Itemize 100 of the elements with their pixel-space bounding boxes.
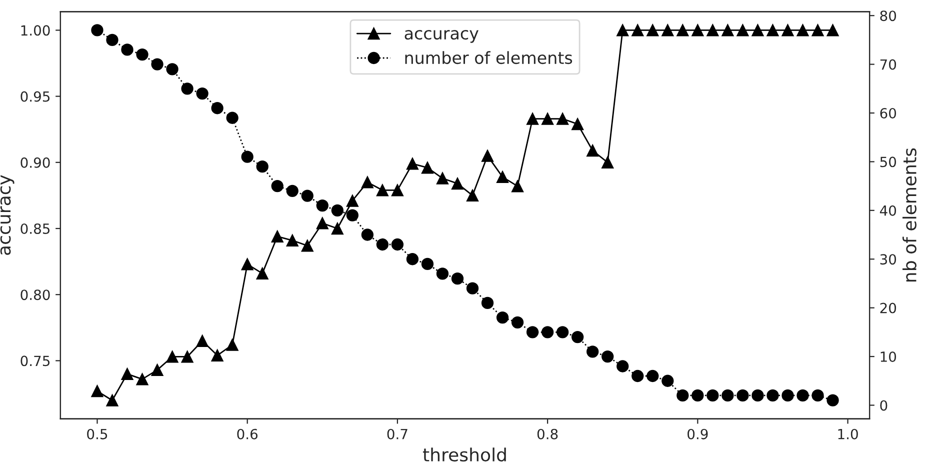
point <box>602 350 614 363</box>
point <box>391 238 404 251</box>
legend-label: number of elements <box>405 51 572 64</box>
point <box>151 364 164 376</box>
point <box>646 24 659 36</box>
point <box>692 389 704 402</box>
point <box>586 346 599 358</box>
point <box>722 389 734 402</box>
point <box>692 24 704 36</box>
point <box>766 389 779 402</box>
point <box>496 170 509 184</box>
point <box>586 144 599 157</box>
point <box>826 24 839 36</box>
point <box>331 222 344 235</box>
point <box>346 194 358 207</box>
point <box>511 316 524 329</box>
x-tick-label: 0.7 <box>387 428 408 440</box>
point <box>736 24 749 36</box>
point <box>511 180 524 192</box>
point <box>346 209 358 222</box>
y2-tick-label: 40 <box>880 205 896 216</box>
point <box>391 184 404 196</box>
point <box>331 204 344 216</box>
point <box>121 368 134 380</box>
point <box>256 267 268 280</box>
y2-tick-label: 70 <box>880 59 896 70</box>
point <box>706 24 719 36</box>
point <box>256 160 268 173</box>
point <box>676 389 689 402</box>
point <box>301 240 314 252</box>
point <box>316 217 328 230</box>
y2-tick-label: 80 <box>880 10 896 22</box>
point <box>421 162 434 174</box>
point <box>812 24 824 36</box>
point <box>572 118 584 130</box>
point <box>752 24 764 36</box>
y-axis-title: accuracy <box>0 175 14 255</box>
point <box>676 24 689 36</box>
point <box>436 268 449 280</box>
point <box>826 394 839 406</box>
point <box>361 228 374 241</box>
point <box>782 24 794 36</box>
point <box>376 238 389 251</box>
point <box>602 156 614 168</box>
point <box>91 24 104 36</box>
y2-axis-title: nb of elements <box>902 148 916 282</box>
point <box>406 158 419 170</box>
legend-label: accuracy <box>404 30 478 43</box>
point <box>106 394 118 406</box>
point <box>166 63 178 76</box>
point <box>406 253 419 266</box>
point <box>196 334 208 347</box>
point <box>766 24 779 36</box>
point <box>481 150 494 162</box>
point <box>632 370 644 382</box>
y-tick-label: 0.80 <box>20 290 50 300</box>
point <box>136 48 148 61</box>
point <box>616 24 629 36</box>
point <box>286 234 298 246</box>
point <box>271 180 284 192</box>
point <box>541 326 554 338</box>
point <box>226 338 238 351</box>
point <box>271 230 284 243</box>
point <box>466 282 479 294</box>
y-tick-label: 0.85 <box>20 223 50 234</box>
y-tick-label: 0.95 <box>20 91 50 102</box>
point <box>136 373 148 386</box>
point <box>752 389 764 402</box>
point <box>361 176 374 188</box>
point <box>241 150 254 163</box>
point <box>421 258 434 270</box>
y2-tick-label: 50 <box>880 156 896 168</box>
point <box>556 112 569 125</box>
x-axis-title: threshold <box>422 448 506 462</box>
point <box>211 349 224 362</box>
point <box>496 311 509 324</box>
x-tick-label: 0.6 <box>237 428 258 440</box>
point <box>796 24 809 36</box>
point <box>91 385 104 398</box>
point <box>451 177 464 190</box>
point <box>736 389 749 402</box>
point <box>662 374 674 387</box>
point <box>121 44 134 56</box>
point <box>466 189 479 202</box>
point <box>211 102 224 114</box>
point <box>796 389 809 402</box>
y2-tick-label: 60 <box>880 108 896 118</box>
point <box>556 326 569 338</box>
point <box>632 24 644 36</box>
point <box>616 360 629 372</box>
x-tick-label: 0.8 <box>537 428 558 440</box>
point <box>286 184 298 198</box>
point <box>526 112 539 125</box>
point <box>316 199 328 212</box>
y2-tick-label: 0 <box>880 400 888 411</box>
y-tick-label: 1.00 <box>21 25 50 36</box>
point <box>526 326 539 338</box>
point <box>301 190 314 202</box>
point <box>722 24 734 36</box>
x-tick-label: 0.5 <box>87 428 108 440</box>
